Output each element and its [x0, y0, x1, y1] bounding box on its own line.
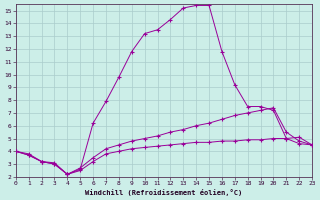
X-axis label: Windchill (Refroidissement éolien,°C): Windchill (Refroidissement éolien,°C) [85, 189, 243, 196]
